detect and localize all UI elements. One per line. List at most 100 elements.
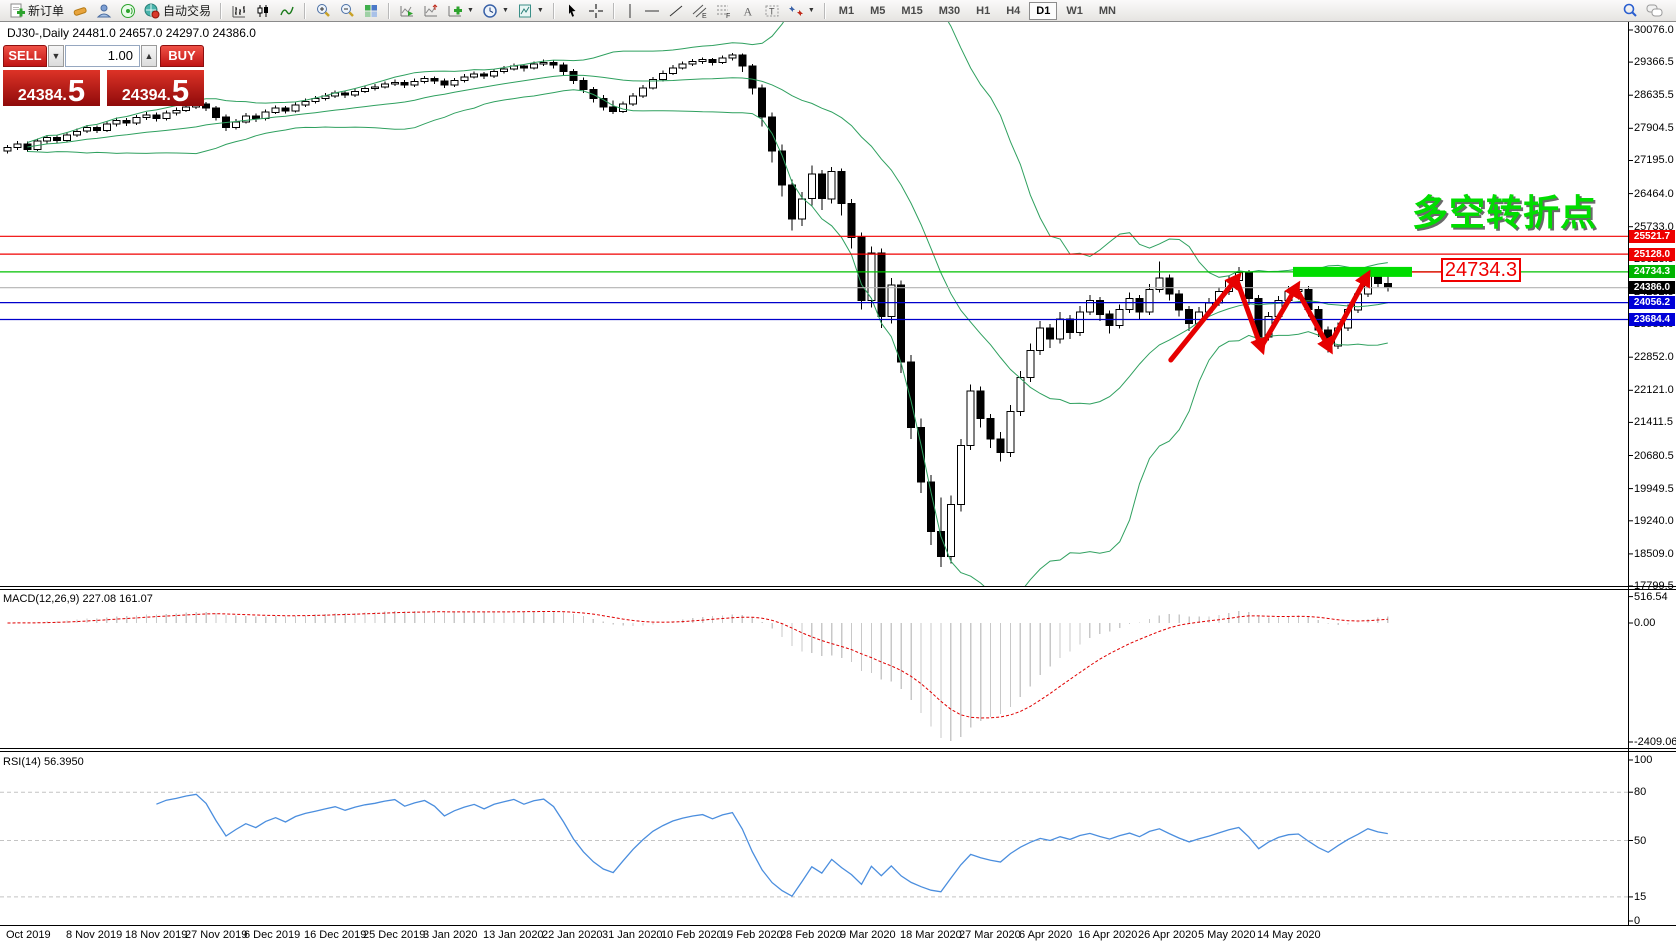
zigzag-arrow[interactable]	[1168, 272, 1242, 363]
volume-increase-button[interactable]: ▲	[141, 45, 157, 67]
signal-button[interactable]	[117, 1, 139, 20]
svg-text:F: F	[726, 13, 730, 19]
chat-icon[interactable]	[1646, 3, 1664, 19]
macd-pane	[7, 610, 1389, 741]
toolbar-separator	[388, 2, 391, 19]
timeframe-m1-button[interactable]: M1	[838, 4, 855, 17]
timeframe-w1-button[interactable]: W1	[1066, 4, 1083, 17]
chart-title: DJ30-,Daily 24481.0 24657.0 24297.0 2438…	[7, 26, 256, 40]
timeframe-m15-button[interactable]: M15	[901, 4, 923, 17]
timeframe-m30-button[interactable]: M30	[938, 4, 961, 17]
price-tick-label: 17799.5	[1634, 580, 1674, 592]
price-callout[interactable]: 24734.3	[1441, 258, 1521, 282]
bar-chart-icon	[232, 5, 246, 17]
timeframe-m5-button[interactable]: M5	[870, 4, 886, 17]
cursor-icon	[568, 4, 576, 17]
candlestick-series	[3, 53, 1392, 568]
cursor-button[interactable]	[561, 1, 583, 20]
volume-decrease-button[interactable]: ▼	[48, 45, 64, 67]
main-price-pane	[0, 22, 1628, 586]
candle-chart-icon	[257, 4, 269, 17]
date-tick-label: 22 Jan 2020	[542, 929, 603, 941]
date-tick-label: 8 Nov 2019	[66, 929, 123, 941]
timeframe-mn-button[interactable]: MN	[1098, 4, 1116, 17]
sell-price-panel[interactable]: 24384. 5	[3, 70, 100, 106]
rsi-tick-label: 50	[1634, 835, 1647, 847]
equidistant-channel-button[interactable]: E	[689, 1, 711, 20]
tile-windows-button[interactable]	[360, 1, 382, 20]
buy-button[interactable]: BUY	[160, 45, 204, 67]
chart-shift-button[interactable]	[420, 1, 442, 20]
vertical-line-button[interactable]	[621, 1, 639, 20]
line-chart-button[interactable]	[276, 1, 298, 20]
chart-shift-icon	[424, 3, 438, 16]
bollinger-middle-band	[27, 74, 1388, 405]
highlight-button[interactable]	[69, 1, 91, 20]
price-level-label[interactable]: 24386.0	[1629, 281, 1675, 294]
text-icon: A	[743, 4, 752, 18]
text-label-button[interactable]: T	[761, 1, 783, 20]
zoom-out-icon	[341, 3, 354, 17]
date-tick-label: 6 Dec 2019	[244, 929, 301, 941]
price-level-label[interactable]: 25521.7	[1629, 230, 1675, 243]
price-level-label[interactable]: 24056.2	[1629, 296, 1675, 309]
zigzag-arrow[interactable]	[1258, 280, 1301, 350]
date-tick-label: 16 Apr 2020	[1078, 929, 1138, 941]
periods-button[interactable]: ▼	[479, 1, 512, 20]
price-tick-label: 22121.0	[1634, 384, 1674, 396]
search-icon[interactable]	[1622, 3, 1638, 19]
fibonacci-button[interactable]: F	[713, 1, 735, 20]
sell-button[interactable]: SELL	[3, 45, 47, 67]
fibonacci-icon: F	[716, 5, 730, 19]
candle-chart-button[interactable]	[252, 1, 274, 20]
timeframe-h4-button[interactable]: H4	[1006, 4, 1021, 17]
line-chart-icon	[280, 6, 294, 15]
templates-button[interactable]: ▼	[514, 1, 547, 20]
rsi-tick-label: 15	[1634, 891, 1647, 903]
new-order-label: 新订单	[28, 4, 65, 18]
rsi-indicator-label: RSI(14) 56.3950	[3, 756, 84, 768]
zigzag-arrow[interactable]	[1233, 276, 1267, 356]
arrows-button[interactable]: ▼	[785, 1, 818, 20]
text-label-icon: T	[765, 5, 779, 16]
timeframe-d1-button[interactable]: D1	[1029, 1, 1058, 20]
volume-input[interactable]: 1.00	[65, 45, 140, 67]
new-order-icon	[10, 3, 25, 17]
zoom-out-button[interactable]	[336, 1, 358, 20]
indicators-button[interactable]: ▼	[444, 1, 477, 20]
profile-button[interactable]	[93, 1, 115, 20]
zigzag-arrow[interactable]	[1293, 285, 1333, 355]
chart-symbol-period: DJ30-,Daily	[7, 26, 70, 40]
buy-price-panel[interactable]: 24394. 5	[107, 70, 204, 106]
auto-trading-button[interactable]: 自动交易	[141, 1, 214, 20]
annotation-text: 多空转折点	[1412, 192, 1598, 233]
svg-text:A: A	[743, 4, 752, 18]
timeframe-h1-button[interactable]: H1	[976, 4, 991, 17]
highlight-bar[interactable]	[1293, 266, 1412, 277]
date-tick-label: 14 May 2020	[1257, 929, 1321, 941]
bar-chart-button[interactable]	[228, 1, 250, 20]
date-tick-label: 16 Dec 2019	[304, 929, 367, 941]
crosshair-button[interactable]	[585, 1, 607, 20]
price-level-label[interactable]: 24734.3	[1629, 265, 1675, 278]
auto-scroll-button[interactable]	[396, 1, 418, 20]
trendline-icon	[669, 5, 683, 16]
price-level-label[interactable]: 23684.4	[1629, 313, 1675, 326]
trendline-button[interactable]	[665, 1, 687, 20]
date-tick-label: 9 Mar 2020	[840, 929, 896, 941]
date-tick-label: 28 Feb 2020	[780, 929, 842, 941]
price-tick-label: 27195.0	[1634, 154, 1674, 166]
zigzag-arrow[interactable]	[1326, 269, 1371, 350]
zoom-in-button[interactable]	[312, 1, 334, 20]
dropdown-caret-icon: ▼	[536, 7, 544, 14]
horizontal-line-button[interactable]	[641, 1, 663, 20]
text-button[interactable]: A	[737, 1, 759, 20]
price-level-label[interactable]: 25128.0	[1629, 248, 1675, 261]
toolbar-separator	[220, 2, 223, 19]
bollinger-upper-band	[27, 22, 1388, 278]
dropdown-caret-icon: ▼	[467, 7, 474, 14]
date-tick-label: 5 May 2020	[1198, 929, 1256, 941]
rsi-tick-label: 80	[1634, 786, 1647, 798]
new-order-button[interactable]: 新订单	[6, 1, 67, 20]
